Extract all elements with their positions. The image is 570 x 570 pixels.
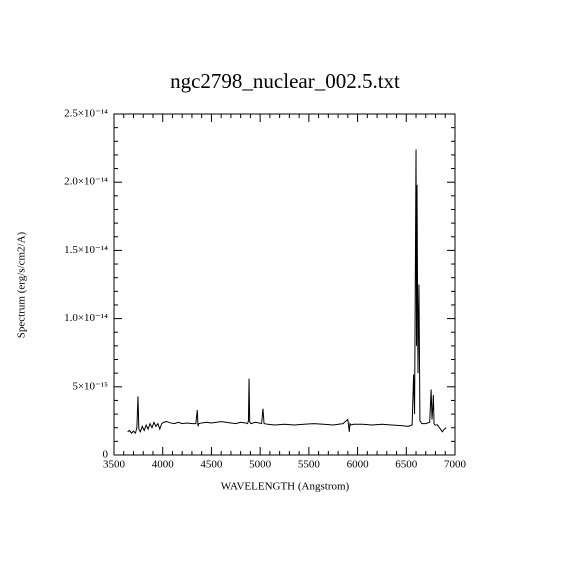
x-tick-label: 5000 [249,459,272,471]
x-tick-label: 4500 [200,459,223,471]
y-tick-label: 1.5×10⁻¹⁴ [64,244,108,256]
y-tick-label: 2.5×10⁻¹⁴ [64,108,108,120]
x-tick-label: 5500 [298,459,321,471]
y-tick-label: 0 [103,449,109,461]
x-tick-label: 3500 [103,459,126,471]
y-tick-label: 2.0×10⁻¹⁴ [64,176,108,188]
chart-title: ngc2798_nuclear_002.5.txt [170,69,400,93]
spectrum-line [127,149,447,435]
y-axis-label: Spectrum (erg/s/cm2/A) [16,231,28,338]
x-tick-label: 7000 [444,459,467,471]
x-axis-label: WAVELENGTH (Angstrom) [221,481,350,493]
y-tick-label: 5×10⁻¹⁵ [72,380,108,392]
x-tick-label: 4000 [152,459,175,471]
plot-frame [113,113,456,456]
x-tick-label: 6500 [395,459,418,471]
y-tick-label: 1.0×10⁻¹⁴ [64,312,108,324]
x-tick-label: 6000 [347,459,370,471]
